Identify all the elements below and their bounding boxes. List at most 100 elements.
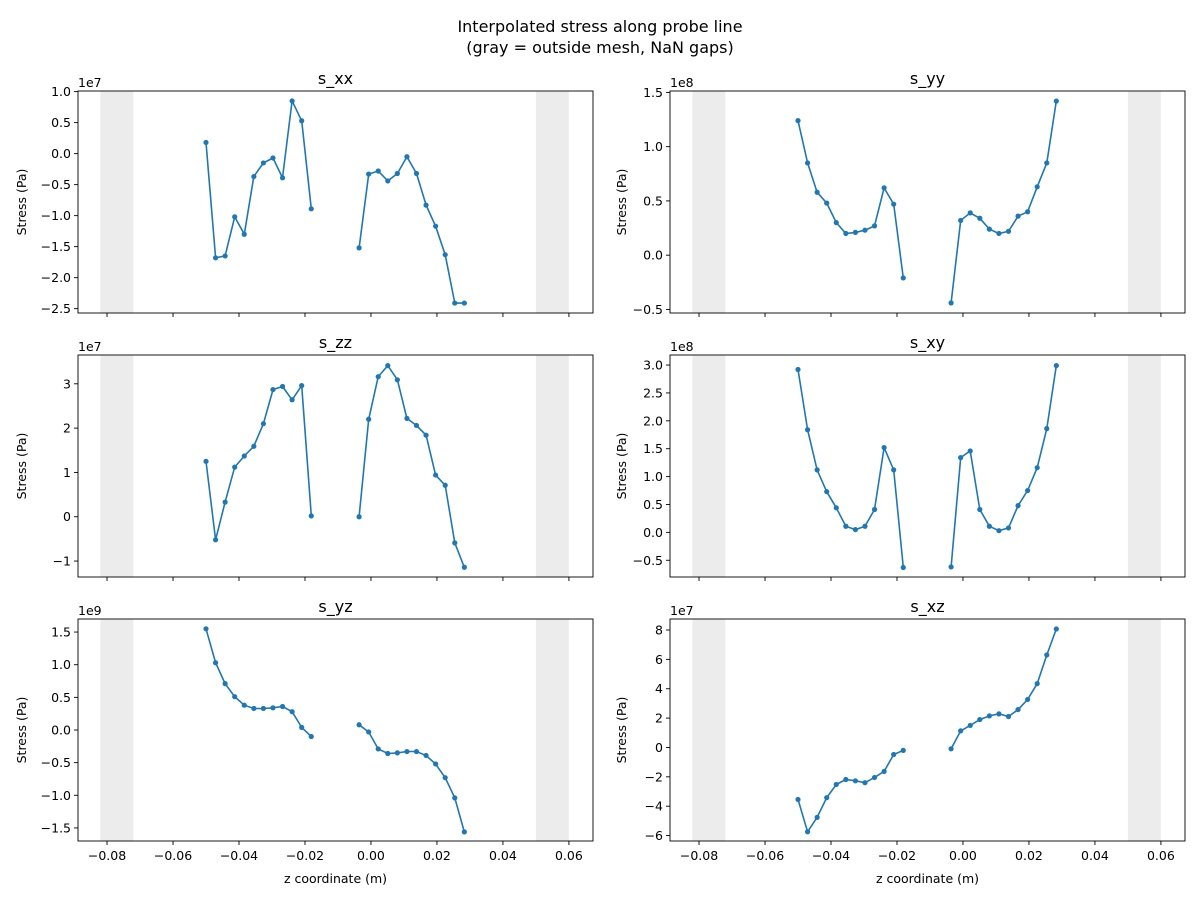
series-line-segment xyxy=(358,364,466,568)
subplot-title: s_yz xyxy=(318,597,352,617)
subplot-title: s_xz xyxy=(910,597,944,617)
data-point xyxy=(1025,696,1031,703)
data-point xyxy=(967,722,973,729)
data-point xyxy=(260,705,267,712)
subplot-s-yz: −0.08 −0.06 −0.04 −0.02 0.00 0.02 0.04 0.06 1.5 1… xyxy=(14,597,594,886)
x-tick-label: 0.04 xyxy=(489,848,517,863)
data-point xyxy=(986,523,992,529)
data-point xyxy=(824,489,830,495)
x-tick-label: 0.06 xyxy=(1147,848,1175,863)
outside-mesh-band xyxy=(692,91,726,313)
data-point xyxy=(977,215,983,221)
data-point xyxy=(241,702,247,708)
data-point xyxy=(804,829,811,835)
axes-frame xyxy=(77,354,594,578)
series-line-segment xyxy=(205,98,313,259)
data-point xyxy=(843,523,849,529)
data-point xyxy=(404,154,410,160)
y-tick-label: 1.0 xyxy=(643,469,663,484)
y-tick-label: 0.0 xyxy=(51,723,71,738)
y-tick-label: 2 xyxy=(655,711,663,726)
series-line-segment xyxy=(358,724,466,833)
data-point xyxy=(1034,184,1040,190)
data-point xyxy=(1025,209,1031,215)
data-point xyxy=(232,214,238,220)
data-point xyxy=(1053,362,1059,369)
data-point xyxy=(996,230,1002,237)
data-point xyxy=(442,252,448,258)
data-point xyxy=(891,751,897,758)
y-tick-label: 0.5 xyxy=(643,497,663,512)
data-point xyxy=(900,747,906,754)
y-tick-label: 1.5 xyxy=(643,441,663,456)
data-point xyxy=(212,537,219,543)
data-point xyxy=(299,382,305,389)
data-point xyxy=(356,514,362,520)
x-tick-label: 0.02 xyxy=(423,848,451,863)
data-point xyxy=(356,722,362,728)
y-tick-label: 0 xyxy=(655,740,663,755)
data-point xyxy=(814,189,820,195)
data-point xyxy=(958,728,964,734)
y-offset-label: 1e8 xyxy=(670,75,694,90)
data-point xyxy=(394,377,400,383)
y-tick-label: −0.5 xyxy=(41,755,71,770)
data-point xyxy=(270,705,276,711)
subplot-s-xx: 1.0 0.5 0.0 −0.5 −1.0 −1.5 −2.0 −2.5 s_xx 1e7 Stre… xyxy=(14,69,594,317)
data-point xyxy=(222,253,228,259)
data-point xyxy=(433,223,439,229)
data-point xyxy=(452,300,458,306)
data-point xyxy=(413,748,420,755)
data-point xyxy=(881,444,887,451)
data-point xyxy=(862,780,868,786)
data-point xyxy=(871,774,878,781)
subplot-s-zz: 3 2 1 0 −1 s_zz 1e7 Stress (Pa) xyxy=(14,333,594,581)
data-point xyxy=(385,363,391,369)
x-tick-label: −0.04 xyxy=(220,848,258,863)
y-tick-label: −2.5 xyxy=(41,301,71,316)
data-point xyxy=(814,814,820,820)
data-point xyxy=(891,201,897,207)
data-point xyxy=(222,499,228,505)
data-point xyxy=(986,226,992,232)
y-tick-label: −1.0 xyxy=(41,788,71,803)
x-tick-label: −0.02 xyxy=(286,848,324,863)
x-tick-label: −0.06 xyxy=(746,848,784,863)
y-tick-label: 3 xyxy=(63,376,71,391)
data-point xyxy=(279,703,286,710)
outside-mesh-band xyxy=(1127,91,1161,313)
data-point xyxy=(251,443,257,449)
data-point xyxy=(814,467,820,473)
data-point xyxy=(423,202,429,208)
x-axis-label: z coordinate (m) xyxy=(284,871,387,886)
data-point xyxy=(881,185,887,191)
data-point xyxy=(824,200,830,206)
y-tick-label: 0.5 xyxy=(643,193,663,208)
y-tick-label: 0 xyxy=(63,509,71,524)
outside-mesh-band xyxy=(1127,619,1161,841)
data-point xyxy=(375,374,381,380)
y-offset-label: 1e7 xyxy=(78,339,102,354)
data-point xyxy=(260,160,267,166)
data-point xyxy=(423,752,429,759)
y-tick-label: 1.0 xyxy=(643,139,663,154)
axes-frame xyxy=(77,90,594,314)
data-point xyxy=(967,448,973,454)
data-point xyxy=(996,528,1002,534)
data-point xyxy=(843,230,849,237)
subplot-title: s_yy xyxy=(910,69,945,89)
data-point xyxy=(203,626,209,632)
data-point xyxy=(289,397,295,403)
y-tick-label: 1.0 xyxy=(51,84,71,99)
data-point xyxy=(279,175,286,181)
data-point xyxy=(251,705,257,712)
outside-mesh-band xyxy=(1127,355,1161,577)
y-tick-label: 0.0 xyxy=(51,146,71,161)
data-point xyxy=(795,118,801,124)
subplot-title: s_xy xyxy=(910,333,945,353)
data-point xyxy=(433,472,439,478)
data-point xyxy=(852,229,859,235)
x-tick-label: −0.04 xyxy=(812,848,850,863)
data-point xyxy=(1015,706,1021,713)
data-point xyxy=(366,729,372,735)
